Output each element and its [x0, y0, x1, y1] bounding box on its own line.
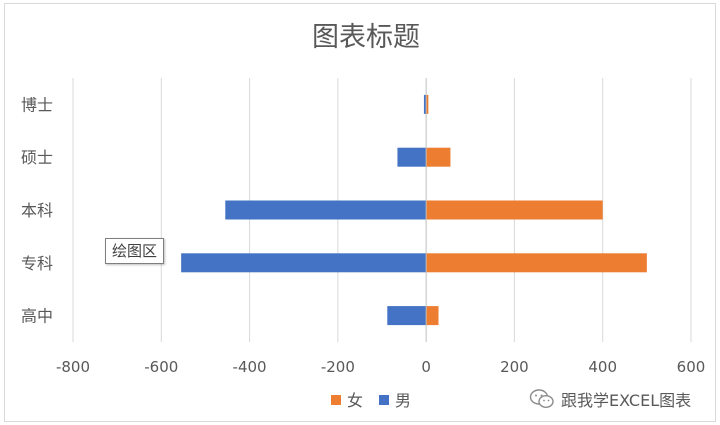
- x-tick-label: -600: [144, 358, 178, 376]
- legend-swatch-1: [379, 395, 389, 405]
- bar-female-3: [426, 147, 451, 167]
- plot-area-tooltip: 绘图区: [105, 238, 165, 264]
- legend: 女男: [331, 391, 411, 410]
- bar-male-2: [225, 200, 427, 220]
- y-category-label: 硕士: [21, 148, 53, 167]
- bars: [181, 94, 647, 326]
- legend-label-0: 女: [347, 391, 363, 410]
- legend-swatch-0: [331, 395, 341, 405]
- y-category-label: 高中: [21, 307, 53, 326]
- y-category-label: 本科: [21, 201, 53, 220]
- x-tick-label: 400: [588, 358, 617, 376]
- axes: -800 -600 -400 -200 0 200 400 600 高中 专科 本科 硕士 博士: [21, 78, 705, 376]
- bar-female-1: [426, 253, 647, 273]
- x-tick-label: -400: [233, 358, 267, 376]
- bar-male-4: [423, 94, 427, 114]
- x-tick-label: 200: [500, 358, 529, 376]
- chart-canvas: 图表标题 -800 -600 -400 -200 0 200 400 600 高中 专科 本科 硕士 博…: [21, 22, 705, 410]
- bar-male-0: [387, 306, 427, 326]
- watermark-text: 跟我学EXCEL图表: [561, 391, 692, 410]
- bar-female-2: [426, 200, 603, 220]
- chart-title: 图表标题: [312, 22, 420, 53]
- bar-female-0: [426, 306, 439, 326]
- watermark: 跟我学EXCEL图表: [529, 387, 691, 411]
- bar-female-4: [426, 94, 429, 114]
- bar-male-1: [181, 253, 427, 273]
- x-tick-label: 0: [421, 358, 431, 376]
- wechat-icon: [529, 389, 554, 409]
- x-tick-label: -800: [56, 358, 90, 376]
- y-category-label: 博士: [21, 95, 53, 114]
- x-tick-label: 600: [677, 358, 706, 376]
- legend-label-1: 男: [395, 391, 411, 410]
- bar-male-3: [397, 147, 427, 167]
- x-tick-label: -200: [321, 358, 355, 376]
- chart-frame: 图表标题 -800 -600 -400 -200 0 200 400 600 高中 专科 本科 硕士 博…: [4, 3, 716, 422]
- y-category-label: 专科: [21, 254, 53, 273]
